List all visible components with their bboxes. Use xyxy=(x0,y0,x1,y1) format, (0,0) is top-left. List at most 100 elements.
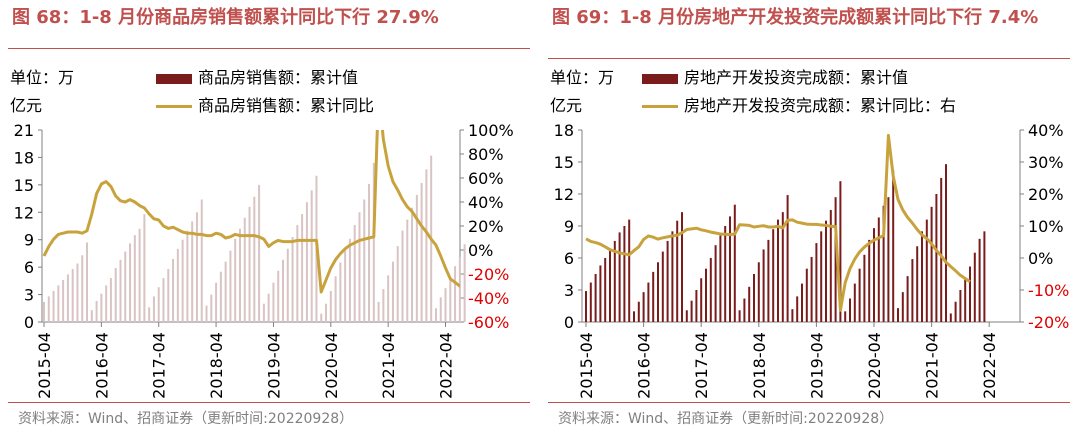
bar xyxy=(66,274,69,322)
y-left-tick-label: 9 xyxy=(24,231,34,250)
source-note: 资料来源：Wind、招商证券（更新时间:20220928） xyxy=(558,411,894,427)
y-left-tick-label: 12 xyxy=(554,185,574,204)
bar xyxy=(344,250,347,322)
y-left-tick-label: 18 xyxy=(14,148,34,167)
title-divider xyxy=(8,48,530,49)
bar xyxy=(52,290,55,322)
legend-line-swatch xyxy=(156,105,192,108)
y-right-tick-label: 0% xyxy=(468,241,493,260)
y-right-tick-label: 0% xyxy=(1028,249,1053,268)
legend-bar-label: 商品房销售额：累计值 xyxy=(198,68,359,87)
bar xyxy=(820,231,823,322)
bar xyxy=(921,231,923,322)
source-note: 资料来源：Wind、招商证券（更新时间:20220928） xyxy=(18,411,354,427)
chart-title: 图 68：1-8 月份商品房销售额累计同比下行 27.9% xyxy=(12,7,439,28)
legend-line-label: 房地产开发投资完成额：累计同比：右 xyxy=(684,96,957,115)
bar xyxy=(133,235,136,322)
bar xyxy=(229,250,232,322)
bar xyxy=(325,303,328,322)
bar xyxy=(892,170,895,322)
bar xyxy=(439,297,442,322)
legend-bar: 房地产开发投资完成额：累计值 xyxy=(642,64,908,88)
bar xyxy=(301,214,304,322)
chart-investment-plot: 0 3 6 9 12 15 18 -20% -10% 0% 10% 20% 30% 40% 2015-04 2… xyxy=(554,121,1070,399)
bar xyxy=(729,216,731,322)
bar xyxy=(200,199,203,322)
x-tick-label: 2019-04 xyxy=(807,332,826,399)
chart-sales-plot: 0 3 6 9 12 15 18 21 -60% -40% -20% 0% 20% 40% 60% 80% 10… xyxy=(14,121,514,399)
bar xyxy=(906,276,909,322)
bar xyxy=(377,301,380,322)
bar xyxy=(243,217,246,322)
y-right-tick-label: 80% xyxy=(468,145,504,164)
bar xyxy=(434,308,437,322)
y-left-tick-label: 21 xyxy=(14,121,34,140)
bar xyxy=(172,258,175,322)
bar xyxy=(71,268,74,322)
bar xyxy=(589,282,592,322)
y-left-tick-label: 9 xyxy=(564,217,574,236)
unit-label-line1: 单位：万 xyxy=(10,68,75,87)
bar xyxy=(839,181,842,322)
bar xyxy=(95,300,98,322)
y-left-tick-label: 3 xyxy=(24,286,34,305)
bar xyxy=(100,293,103,322)
bar xyxy=(329,290,332,322)
bar xyxy=(62,279,65,322)
bar xyxy=(391,261,394,322)
unit-label-line1: 单位：万 xyxy=(550,68,615,87)
bar xyxy=(138,228,141,322)
bar xyxy=(234,238,237,322)
bar xyxy=(454,266,457,322)
bar xyxy=(105,285,108,322)
bar xyxy=(258,184,261,322)
x-tick-label: 2020-04 xyxy=(322,332,341,399)
bar xyxy=(425,169,428,322)
bar xyxy=(420,183,423,322)
bar xyxy=(320,313,323,322)
bar xyxy=(709,258,712,322)
bar xyxy=(628,219,631,322)
bar xyxy=(719,235,722,322)
bar xyxy=(748,286,751,322)
bar xyxy=(757,262,760,322)
legend-line-swatch xyxy=(642,105,678,108)
x-tick-label: 2021-04 xyxy=(379,332,398,399)
bar xyxy=(853,283,856,322)
bar xyxy=(396,246,399,322)
bar xyxy=(81,255,84,322)
bar xyxy=(124,251,127,322)
bar xyxy=(444,288,447,322)
bar xyxy=(777,219,779,322)
bar xyxy=(238,228,241,322)
bar xyxy=(642,292,645,322)
bar xyxy=(195,212,198,322)
bar xyxy=(176,248,179,322)
bar xyxy=(661,251,664,322)
bar xyxy=(964,278,967,322)
bar xyxy=(700,278,703,322)
bar xyxy=(205,305,208,322)
bar xyxy=(887,197,890,322)
source-divider xyxy=(548,402,1070,403)
bar xyxy=(973,252,976,322)
bar xyxy=(148,307,151,322)
bar xyxy=(940,178,943,322)
bar xyxy=(387,275,390,322)
bar xyxy=(935,194,938,322)
bar xyxy=(114,268,117,322)
bar xyxy=(685,310,688,322)
x-tick-label: 2017-04 xyxy=(150,332,169,399)
source-divider xyxy=(8,402,530,403)
y-right-tick-label: 60% xyxy=(468,169,504,188)
bar xyxy=(262,303,265,322)
y-right-tick-label: -60% xyxy=(468,313,509,332)
legend-line: 房地产开发投资完成额：累计同比：右 xyxy=(642,92,956,116)
bar xyxy=(781,212,784,322)
x-tick-label: 2018-04 xyxy=(750,332,769,399)
bar xyxy=(224,261,227,322)
bar xyxy=(353,225,356,322)
bar xyxy=(916,246,919,322)
bar xyxy=(310,190,313,322)
bar xyxy=(791,309,794,322)
